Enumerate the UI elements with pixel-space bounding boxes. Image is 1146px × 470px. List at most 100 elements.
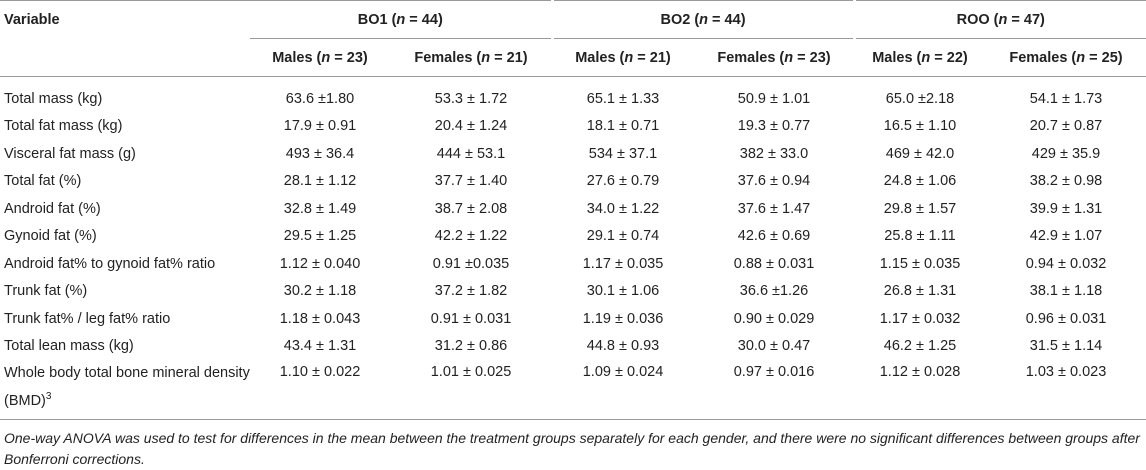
cell-value: 1.12 ± 0.040 <box>279 255 361 272</box>
cell-value: 37.6 ± 1.47 <box>737 200 811 217</box>
cell-value: 0.90 ± 0.029 <box>733 310 815 327</box>
n-value: 44 <box>724 11 741 28</box>
table-row: Total fat (%) 28.1 ± 1.12 37.7 ± 1.40 27… <box>0 168 1146 196</box>
cell-value: 16.5 ± 1.10 <box>883 118 957 135</box>
n-value: 21 <box>506 49 523 66</box>
group-name: ROO <box>956 11 990 28</box>
cell-value: 1.12 ± 0.028 <box>879 364 961 380</box>
subheader-bo2-males: Males (n = 21) <box>575 49 671 66</box>
row-variable: Android fat (%) <box>4 200 101 217</box>
cell-value: 30.2 ± 1.18 <box>283 283 357 300</box>
row-variable: Visceral fat mass (g) <box>4 145 136 162</box>
n-label: n <box>481 49 491 66</box>
cell-value: 34.0 ± 1.22 <box>586 200 660 217</box>
row-variable-text: Whole body total bone mineral density (B… <box>4 365 250 409</box>
n-value: 25 <box>1101 49 1118 66</box>
cell-value: 50.9 ± 1.01 <box>737 90 811 107</box>
cell-value: 42.2 ± 1.22 <box>434 228 508 245</box>
spacer-row <box>0 77 1146 86</box>
table-row: Trunk fat% / leg fat% ratio 1.18 ± 0.043… <box>0 305 1146 333</box>
table-row: Gynoid fat (%) 29.5 ± 1.25 42.2 ± 1.22 2… <box>0 223 1146 251</box>
group-header-roo: ROO (n = 47) <box>852 0 1146 39</box>
n-value: 44 <box>421 11 438 28</box>
cell-value: 38.1 ± 1.18 <box>1029 283 1103 300</box>
row-variable: Whole body total bone mineral density (B… <box>0 360 250 413</box>
cell-value: 29.5 ± 1.25 <box>283 228 357 245</box>
group-name: BO1 <box>357 11 388 28</box>
header-rule <box>0 76 1146 77</box>
row-variable: Total fat mass (kg) <box>4 118 123 135</box>
cell-value: 25.8 ± 1.11 <box>884 228 956 245</box>
cell-value: 29.1 ± 0.74 <box>586 228 660 245</box>
cell-value: 38.7 ± 2.08 <box>434 200 508 217</box>
n-label: n <box>321 49 331 66</box>
group-header-bo1: BO1 (n = 44) <box>250 0 554 39</box>
group-name: BO2 <box>660 11 691 28</box>
cell-value: 1.01 ± 0.025 <box>430 364 512 380</box>
row-variable: Trunk fat (%) <box>4 283 88 300</box>
cell-value: 31.5 ± 1.14 <box>1029 338 1103 355</box>
cell-value: 30.0 ± 0.47 <box>737 338 811 355</box>
row-variable: Total lean mass (kg) <box>4 338 134 355</box>
cell-value: 1.19 ± 0.036 <box>582 310 664 327</box>
cell-value: 65.1 ± 1.33 <box>586 90 660 107</box>
subheader-label: Females <box>717 49 776 66</box>
cell-value: 1.18 ± 0.043 <box>279 310 361 327</box>
cell-value: 39.9 ± 1.31 <box>1029 200 1103 217</box>
cell-value: 32.8 ± 1.49 <box>283 200 357 217</box>
cell-value: 63.6 ±1.80 <box>285 90 355 107</box>
n-value: 22 <box>946 49 963 66</box>
group-header-bo2: BO2 (n = 44) <box>550 0 856 39</box>
table-row: Whole body total bone mineral density (B… <box>0 360 1146 413</box>
cell-value: 429 ± 35.9 <box>1031 145 1101 162</box>
cell-value: 444 ± 53.1 <box>436 145 506 162</box>
n-label: n <box>1076 49 1086 66</box>
cell-value: 30.1 ± 1.06 <box>586 283 660 300</box>
subheader-label: Males <box>872 49 913 66</box>
bottom-rule <box>0 412 1146 420</box>
n-value: 23 <box>346 49 363 66</box>
n-value: 21 <box>649 49 666 66</box>
row-variable: Total mass (kg) <box>4 90 103 107</box>
cell-value: 54.1 ± 1.73 <box>1029 90 1103 107</box>
cell-value: 53.3 ± 1.72 <box>434 90 508 107</box>
subgroup-header-row: Males (n = 23) Females (n = 21) Males (n… <box>0 39 1146 77</box>
n-value: 23 <box>809 49 826 66</box>
subheader-label: Males <box>272 49 313 66</box>
cell-value: 382 ± 33.0 <box>739 145 809 162</box>
cell-value: 20.7 ± 0.87 <box>1029 118 1103 135</box>
body-composition-table: Variable BO1 (n = 44) BO2 (n = 44) ROO (… <box>0 0 1146 420</box>
subheader-label: Males <box>575 49 616 66</box>
cell-value: 24.8 ± 1.06 <box>883 173 957 190</box>
cell-value: 44.8 ± 0.93 <box>586 338 660 355</box>
cell-value: 18.1 ± 0.71 <box>586 118 660 135</box>
cell-value: 42.6 ± 0.69 <box>737 228 811 245</box>
cell-value: 1.09 ± 0.024 <box>582 364 664 380</box>
cell-value: 469 ± 42.0 <box>885 145 955 162</box>
cell-value: 36.6 ±1.26 <box>739 283 809 300</box>
row-variable: Gynoid fat (%) <box>4 228 97 245</box>
table-footnote: One-way ANOVA was used to test for diffe… <box>4 429 1140 467</box>
subheader-roo-females: Females (n = 25) <box>1009 49 1123 66</box>
cell-value: 27.6 ± 0.79 <box>586 173 660 190</box>
n-label: n <box>699 11 709 28</box>
table-row: Total lean mass (kg) 43.4 ± 1.31 31.2 ± … <box>0 333 1146 361</box>
footnote-marker: 3 <box>45 391 52 402</box>
cell-value: 37.7 ± 1.40 <box>434 173 508 190</box>
cell-value: 493 ± 36.4 <box>285 145 355 162</box>
cell-value: 28.1 ± 1.12 <box>283 173 357 190</box>
cell-value: 38.2 ± 0.98 <box>1029 173 1103 190</box>
table-row: Visceral fat mass (g) 493 ± 36.4 444 ± 5… <box>0 140 1146 168</box>
n-label: n <box>396 11 406 28</box>
cell-value: 17.9 ± 0.91 <box>283 118 357 135</box>
cell-value: 1.15 ± 0.035 <box>879 255 961 272</box>
table-row: Trunk fat (%) 30.2 ± 1.18 37.2 ± 1.82 30… <box>0 278 1146 306</box>
cell-value: 0.94 ± 0.032 <box>1025 255 1107 272</box>
cell-value: 20.4 ± 1.24 <box>434 118 508 135</box>
subheader-label: Females <box>414 49 473 66</box>
cell-value: 37.6 ± 0.94 <box>737 173 811 190</box>
table-row: Total mass (kg) 63.6 ±1.80 53.3 ± 1.72 6… <box>0 85 1146 113</box>
n-label: n <box>998 11 1008 28</box>
table-row: Android fat% to gynoid fat% ratio 1.12 ±… <box>0 250 1146 278</box>
